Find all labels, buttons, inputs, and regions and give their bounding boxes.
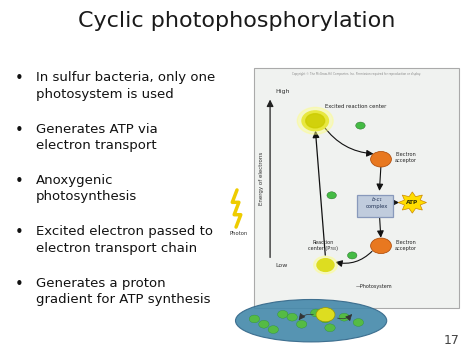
Text: High: High [276,89,290,94]
Text: 17: 17 [443,334,459,347]
Circle shape [314,256,337,274]
Text: In sulfur bacteria, only one
photosystem is used: In sulfur bacteria, only one photosystem… [36,71,215,101]
FancyBboxPatch shape [254,68,459,308]
Circle shape [347,252,357,259]
Circle shape [278,311,288,318]
Text: Energy of electrons: Energy of electrons [259,152,264,205]
Text: —Photosystem: —Photosystem [356,284,393,289]
Circle shape [310,309,321,317]
Circle shape [339,313,349,321]
Text: Generates a proton
gradient for ATP synthesis: Generates a proton gradient for ATP synt… [36,277,210,306]
Circle shape [356,122,365,129]
Text: Anoxygenic
photosynthesis: Anoxygenic photosynthesis [36,174,137,203]
Circle shape [302,111,328,131]
Text: •: • [15,225,24,240]
Circle shape [249,315,260,323]
Circle shape [287,313,297,321]
Circle shape [317,259,334,272]
Circle shape [296,320,307,328]
Text: Electron
acceptor: Electron acceptor [395,152,417,163]
Circle shape [297,107,333,134]
Text: Copyright © The McGraw-Hill Companies, Inc. Permission required for reproduction: Copyright © The McGraw-Hill Companies, I… [292,72,421,76]
Ellipse shape [236,300,387,342]
Text: Low: Low [276,263,288,268]
Circle shape [371,238,392,253]
Text: Electron
acceptor: Electron acceptor [395,240,417,251]
FancyBboxPatch shape [356,196,393,217]
Text: Generates ATP via
electron transport: Generates ATP via electron transport [36,123,158,152]
Circle shape [371,152,392,167]
Text: Cyclic photophosphorylation: Cyclic photophosphorylation [78,11,396,31]
Circle shape [327,192,337,199]
Text: •: • [15,123,24,138]
Text: •: • [15,277,24,291]
Circle shape [353,318,364,326]
Circle shape [268,326,279,333]
Circle shape [259,320,269,328]
Text: complex: complex [366,204,388,209]
Circle shape [325,324,335,332]
Text: Excited reaction center: Excited reaction center [325,104,386,109]
Text: Reaction
center (P₇₀₀): Reaction center (P₇₀₀) [308,240,338,251]
Text: •: • [15,174,24,189]
Circle shape [320,315,330,323]
Text: •: • [15,71,24,86]
Text: b-c₁: b-c₁ [372,197,382,202]
Polygon shape [398,192,427,213]
Circle shape [306,114,325,128]
Circle shape [316,308,335,322]
Text: Excited electron passed to
electron transport chain: Excited electron passed to electron tran… [36,225,213,255]
Text: Photon: Photon [230,231,248,236]
Text: ATP: ATP [406,200,419,205]
